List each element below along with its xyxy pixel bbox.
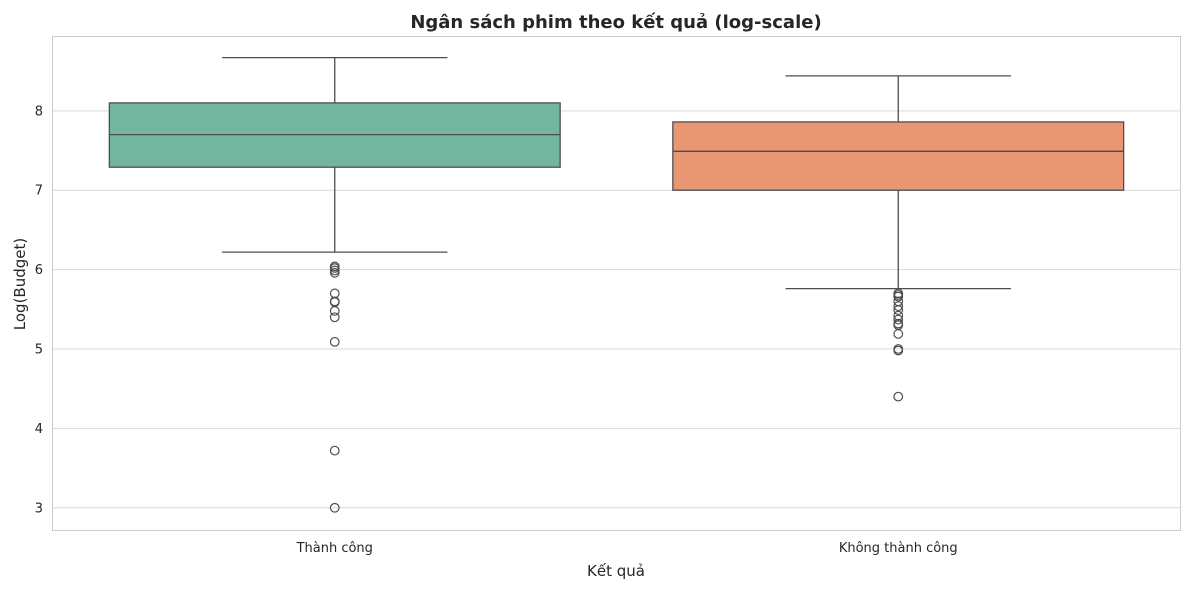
outlier-point [893, 391, 904, 402]
y-tick-label: 7 [35, 184, 43, 199]
box-group [108, 56, 561, 513]
x-tick-label: Không thành công [839, 541, 958, 556]
chart-title: Ngân sách phim theo kết quả (log-scale) [410, 12, 821, 33]
box-iqr [672, 121, 1125, 191]
outlier-point [329, 263, 340, 273]
x-tick-labels: Thành công Không thành công [296, 541, 958, 556]
outlier-point [329, 305, 340, 316]
outlier-point [329, 267, 340, 278]
outlier-point [893, 329, 904, 339]
x-axis-label: Kết quả [587, 562, 645, 580]
y-tick-label: 3 [35, 501, 43, 516]
outlier-point [329, 312, 340, 323]
outlier-point [893, 345, 904, 356]
y-tick-label: 5 [35, 342, 43, 357]
y-tick-label: 4 [35, 422, 43, 437]
x-tick-label: Thành công [296, 541, 373, 556]
outlier-point [329, 502, 340, 513]
outlier-point [893, 301, 904, 312]
y-axis-label: Log(Budget) [11, 238, 29, 330]
box-group [672, 75, 1125, 402]
outlier-point [329, 445, 340, 456]
outlier-point [893, 310, 904, 321]
y-tick-label: 6 [35, 263, 43, 278]
outlier-point [329, 336, 340, 347]
outlier-point [893, 314, 904, 325]
outlier-point [329, 265, 340, 276]
outlier-point [893, 291, 904, 302]
y-tick-labels: 3 4 5 6 7 8 [35, 104, 43, 516]
outlier-point [893, 305, 904, 315]
plot-frame [52, 36, 1181, 531]
y-tick-label: 8 [35, 104, 43, 119]
outlier-point [329, 288, 340, 299]
boxes [108, 56, 1125, 513]
